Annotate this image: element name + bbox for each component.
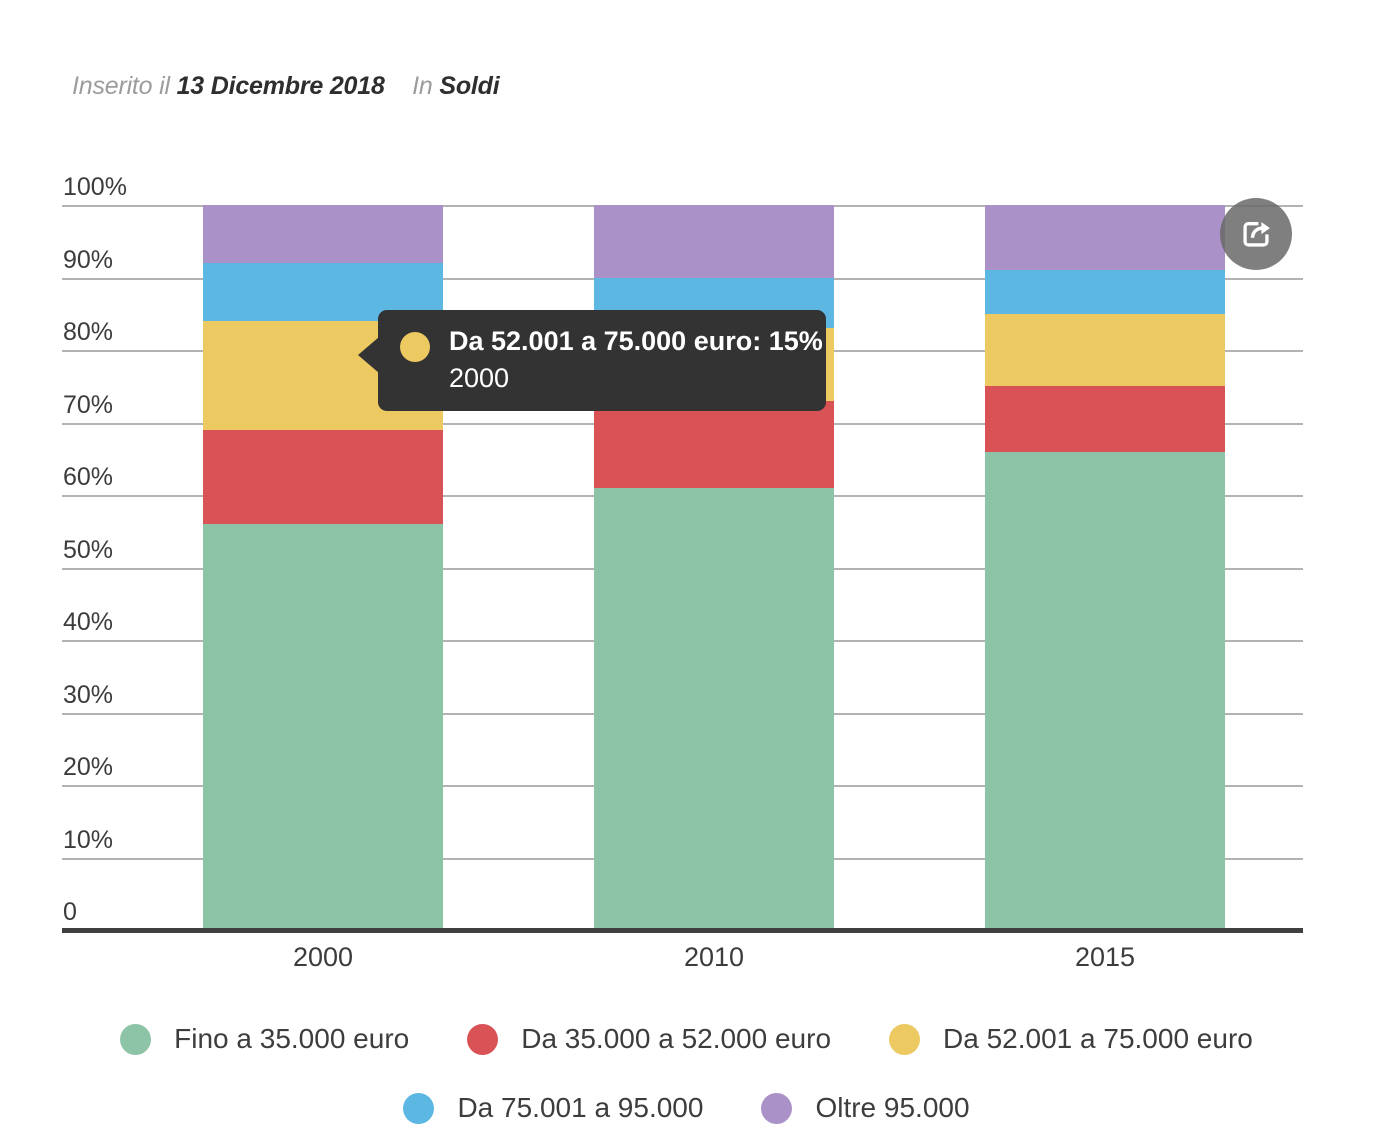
y-tick-label: 100%	[63, 173, 127, 201]
bar-segment[interactable]	[985, 451, 1225, 930]
y-tick-label: 80%	[63, 318, 114, 346]
chart-tooltip: Da 52.001 a 75.000 euro: 15% 2000	[358, 310, 826, 411]
legend-label: Da 52.001 a 75.000 euro	[943, 1023, 1253, 1054]
y-tick-label: 30%	[63, 680, 114, 709]
bar-segment[interactable]	[203, 205, 443, 263]
legend-row-2: Da 75.001 a 95.000 Oltre 95.000	[0, 1092, 1373, 1124]
legend-label: Da 75.001 a 95.000	[457, 1092, 704, 1123]
post-meta: Inserito il 13 Dicembre 2018 In Soldi	[72, 72, 500, 101]
legend-marker-icon	[761, 1092, 793, 1124]
x-axis-line	[62, 928, 1303, 933]
legend-item[interactable]: Da 35.000 a 52.000 euro	[467, 1023, 831, 1055]
tooltip-series-marker	[400, 332, 430, 362]
legend-row-1: Fino a 35.000 euro Da 35.000 a 52.000 eur…	[0, 1023, 1373, 1055]
bar-segment[interactable]	[203, 429, 443, 524]
bar-segment[interactable]	[203, 524, 443, 930]
category-link[interactable]: Soldi	[439, 72, 500, 100]
bar-segment[interactable]	[985, 313, 1225, 387]
legend-label: Fino a 35.000 euro	[174, 1023, 410, 1054]
y-tick-label: 70%	[63, 390, 114, 419]
y-tick-label: 0	[63, 898, 77, 926]
bar-segment[interactable]	[594, 400, 834, 488]
legend-item[interactable]: Fino a 35.000 euro	[120, 1023, 409, 1055]
legend-marker-icon	[889, 1023, 921, 1055]
legend-marker-icon	[403, 1092, 435, 1124]
x-axis-label: 2015	[1074, 942, 1136, 972]
bar-segment[interactable]	[985, 270, 1225, 314]
post-date: 13 Dicembre 2018	[176, 72, 385, 100]
bar-segment[interactable]	[985, 386, 1225, 452]
y-tick-label: 40%	[63, 608, 114, 636]
y-tick-label: 90%	[63, 245, 114, 274]
legend-marker-icon	[467, 1023, 499, 1055]
posted-prefix-label: Inserito il	[72, 72, 170, 100]
share-icon	[1243, 222, 1270, 247]
x-axis-label: 2000	[292, 942, 354, 972]
tooltip-value-text: Da 52.001 a 75.000 euro: 15%	[449, 326, 823, 356]
y-tick-label: 60%	[63, 463, 114, 491]
tooltip-category-text: 2000	[449, 363, 510, 393]
x-axis-label: 2010	[683, 942, 745, 972]
legend-item[interactable]: Oltre 95.000	[761, 1092, 970, 1124]
in-label: In	[412, 72, 433, 100]
tooltip-pointer	[358, 337, 379, 373]
legend-marker-icon	[120, 1023, 152, 1055]
bar-segment[interactable]	[985, 205, 1225, 271]
y-tick-label: 50%	[63, 535, 114, 564]
legend-label: Oltre 95.000	[815, 1092, 970, 1123]
bar-segment[interactable]	[594, 487, 834, 930]
share-button[interactable]	[1220, 198, 1292, 270]
legend-item[interactable]: Da 75.001 a 95.000	[403, 1092, 703, 1124]
legend-item[interactable]: Da 52.001 a 75.000 euro	[889, 1023, 1253, 1055]
y-tick-label: 20%	[63, 753, 114, 781]
legend-label: Da 35.000 a 52.000 euro	[521, 1023, 832, 1054]
bar-segment[interactable]	[594, 205, 834, 278]
y-tick-label: 10%	[63, 825, 114, 854]
